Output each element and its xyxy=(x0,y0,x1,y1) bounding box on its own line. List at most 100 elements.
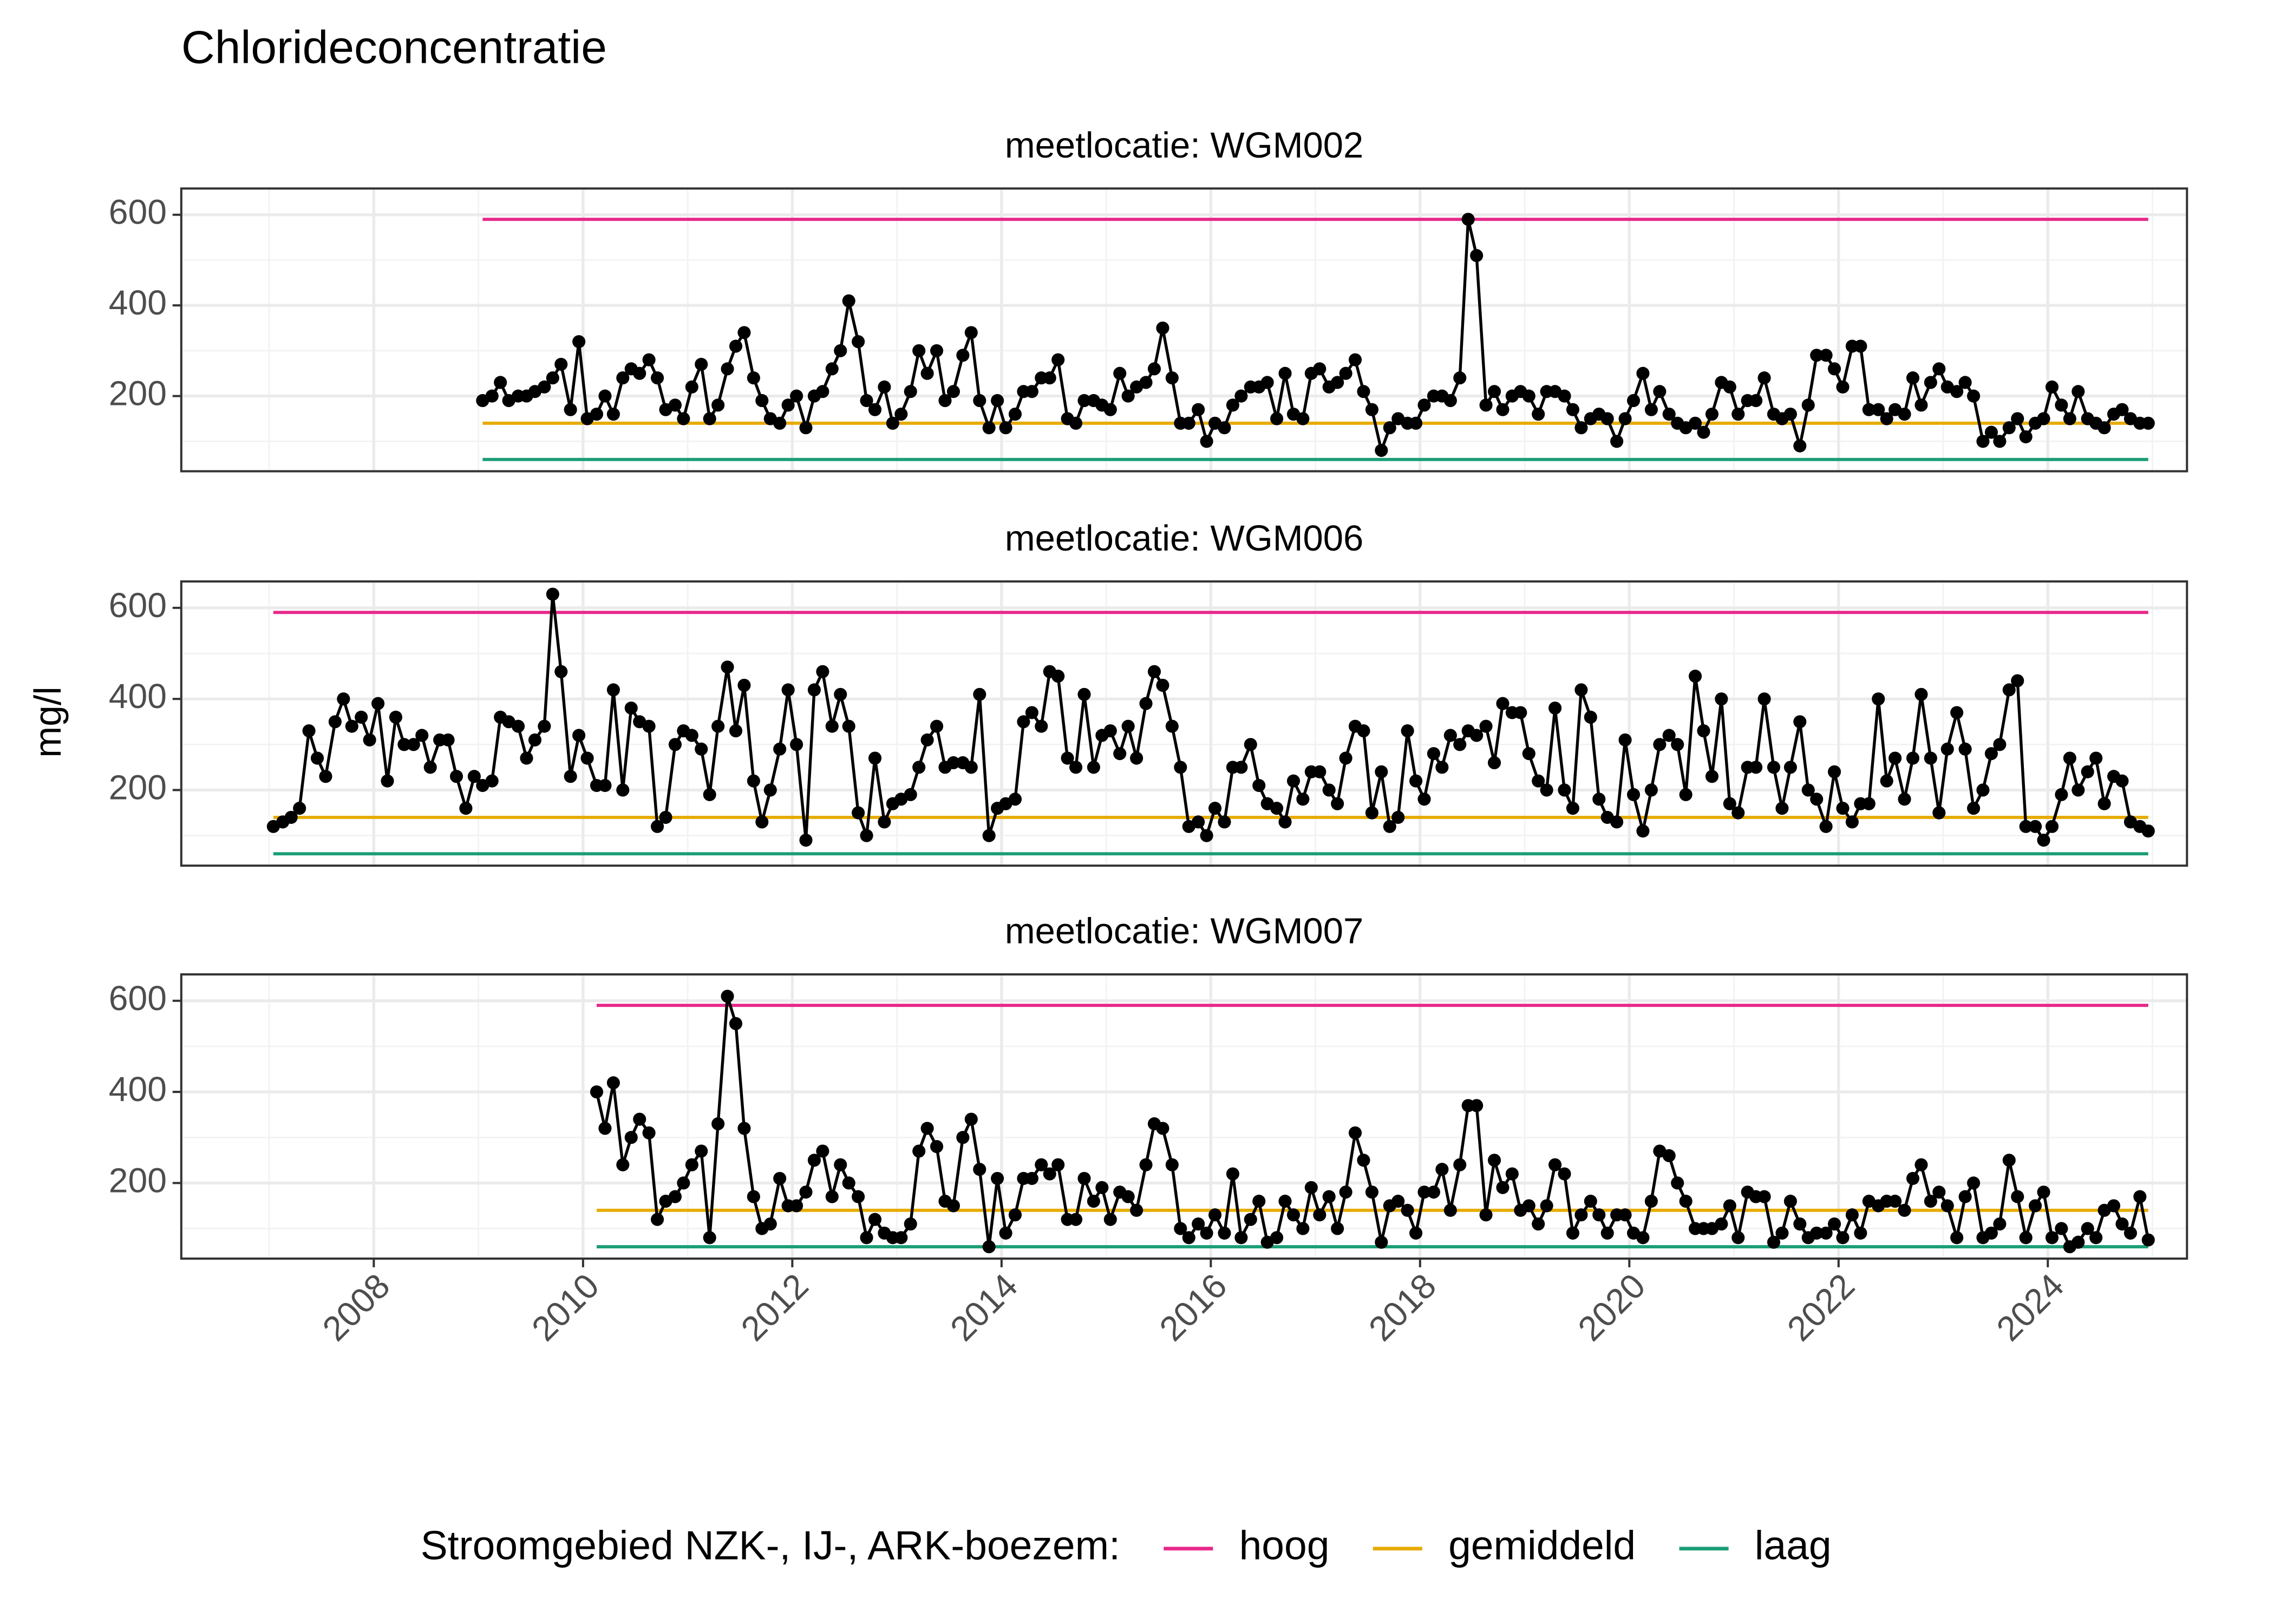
data-point xyxy=(773,416,787,430)
data-point xyxy=(1566,403,1580,416)
data-point xyxy=(1731,806,1745,820)
data-point xyxy=(1095,1181,1109,1194)
data-point xyxy=(1505,1167,1519,1181)
data-point xyxy=(1548,701,1562,715)
data-point xyxy=(1845,815,1859,829)
data-point xyxy=(337,692,350,706)
data-point xyxy=(1958,1190,1972,1203)
data-point xyxy=(1854,1226,1867,1240)
data-point xyxy=(790,738,803,751)
data-point xyxy=(1313,1208,1327,1222)
data-point xyxy=(2072,783,2085,797)
data-point xyxy=(1522,747,1535,761)
data-point xyxy=(345,719,358,733)
data-point xyxy=(668,738,682,751)
data-point xyxy=(1940,742,1954,756)
data-point xyxy=(825,362,839,376)
data-point xyxy=(1783,761,1797,774)
data-point xyxy=(1008,408,1022,421)
data-point xyxy=(1932,362,1946,376)
x-tick-label: 2020 xyxy=(1571,1266,1653,1348)
data-point xyxy=(1522,1199,1535,1213)
data-point xyxy=(1715,692,1728,706)
data-point xyxy=(1103,403,1117,416)
data-point xyxy=(685,729,698,742)
data-point xyxy=(1548,1158,1562,1171)
data-point xyxy=(2089,751,2103,765)
y-tick-label: 600 xyxy=(109,586,167,625)
data-point xyxy=(1339,751,1352,765)
data-point xyxy=(1296,412,1310,425)
data-point xyxy=(1636,1231,1650,1245)
data-point xyxy=(2002,1154,2016,1167)
data-point xyxy=(1783,408,1797,421)
data-point xyxy=(781,683,795,697)
data-point xyxy=(1984,425,1998,439)
panel-background xyxy=(181,974,2187,1259)
data-point xyxy=(1793,1217,1807,1231)
data-point xyxy=(1156,321,1169,335)
data-point xyxy=(371,697,385,710)
data-point xyxy=(1051,1158,1065,1171)
data-point xyxy=(1932,1186,1946,1199)
data-point xyxy=(1880,774,1893,788)
data-point xyxy=(1767,761,1781,774)
legend-label: laag xyxy=(1755,1523,1832,1568)
data-point xyxy=(1409,416,1423,430)
data-point xyxy=(930,344,944,357)
data-point xyxy=(1401,1203,1414,1217)
data-point xyxy=(1121,1190,1135,1203)
data-point xyxy=(1165,1158,1179,1171)
data-point xyxy=(721,990,734,1003)
data-point xyxy=(1757,1190,1771,1203)
data-point xyxy=(1487,385,1501,398)
data-point xyxy=(1087,1194,1100,1208)
data-point xyxy=(773,1171,787,1185)
data-point xyxy=(1375,1235,1388,1249)
data-point xyxy=(1976,435,1990,448)
data-point xyxy=(964,326,978,339)
data-point xyxy=(1610,435,1624,448)
data-point xyxy=(1662,408,1676,421)
data-point xyxy=(799,1186,813,1199)
data-point xyxy=(920,366,934,380)
data-point xyxy=(1322,783,1336,797)
data-point xyxy=(1069,416,1083,430)
data-point xyxy=(834,687,847,701)
data-point xyxy=(1932,806,1946,820)
data-point xyxy=(2081,1222,2094,1235)
data-point xyxy=(878,380,891,394)
data-point xyxy=(2045,820,2059,833)
data-point xyxy=(1470,1099,1484,1112)
data-point xyxy=(668,398,682,412)
data-point xyxy=(606,408,620,421)
data-point xyxy=(956,1131,970,1144)
data-point xyxy=(1443,394,1457,408)
data-point xyxy=(1836,1231,1850,1245)
data-point xyxy=(1453,1158,1467,1171)
data-point xyxy=(894,408,908,421)
y-tick-label: 400 xyxy=(109,1070,167,1109)
data-point xyxy=(711,1117,725,1131)
facet-title: meetlocatie: WGM006 xyxy=(1005,518,1363,559)
data-point xyxy=(852,335,865,349)
data-point xyxy=(695,742,708,756)
data-point xyxy=(2115,1217,2129,1231)
data-point xyxy=(1801,398,1815,412)
data-point xyxy=(642,719,656,733)
data-point xyxy=(982,421,996,435)
data-point xyxy=(1845,1208,1859,1222)
data-point xyxy=(2141,824,2155,838)
data-point xyxy=(1156,678,1169,692)
data-point xyxy=(1401,724,1414,738)
data-point xyxy=(1558,389,1571,403)
data-point xyxy=(1924,1194,1937,1208)
data-point xyxy=(729,339,743,353)
data-point xyxy=(2045,1231,2059,1245)
data-point xyxy=(2011,412,2024,425)
data-point xyxy=(1731,408,1745,421)
data-point xyxy=(1365,806,1378,820)
data-point xyxy=(528,733,542,746)
data-point xyxy=(363,733,376,746)
data-point xyxy=(799,421,813,435)
